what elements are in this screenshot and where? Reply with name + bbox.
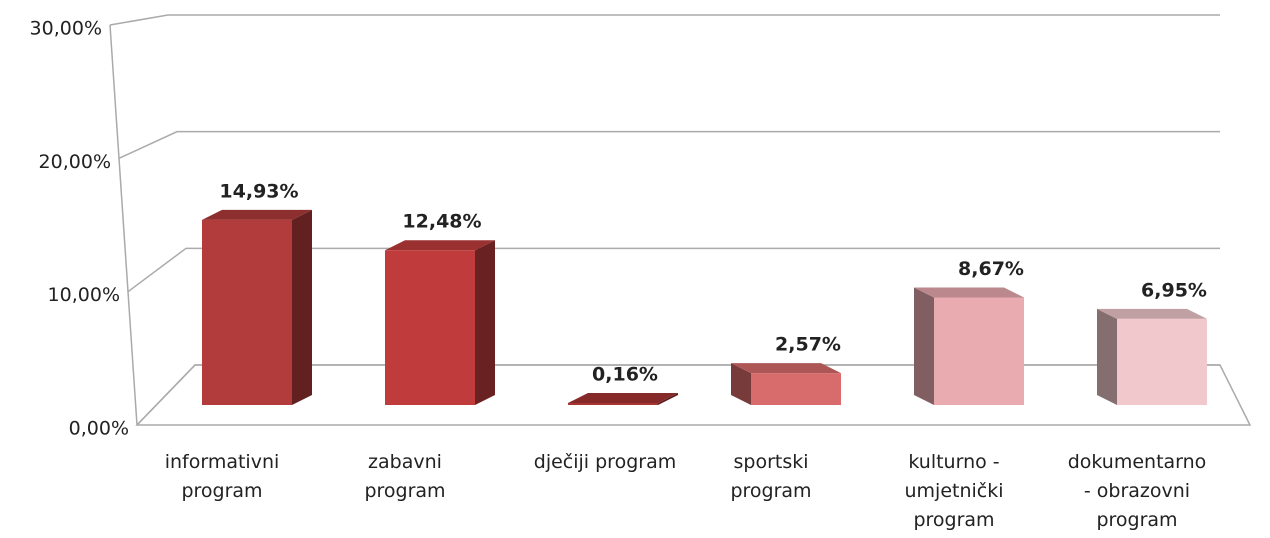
x-tick-label: dokumentarno - obrazovni program (1067, 451, 1207, 531)
bar-side (731, 363, 751, 405)
bar-side (914, 287, 934, 405)
value-label: 0,16% (592, 364, 658, 386)
bar (751, 373, 841, 405)
value-label: 2,57% (775, 334, 841, 356)
x-tick-label: dječiji program (533, 451, 677, 473)
x-tick-label: sportski program (730, 451, 812, 502)
bar (202, 219, 292, 405)
bar-side (292, 209, 312, 405)
bar (568, 403, 658, 405)
bar-top (568, 393, 678, 404)
bar-side (1097, 308, 1117, 405)
y-tick-label: 30,00% (30, 18, 102, 40)
bar (934, 297, 1024, 405)
y-tick-label: 20,00% (39, 151, 111, 173)
grid-line (127, 247, 1220, 293)
bar (385, 250, 475, 405)
value-label: 12,48% (402, 211, 481, 233)
bar-top (1097, 308, 1207, 319)
bar (1117, 318, 1207, 405)
x-tick-label: informativni program (164, 451, 280, 502)
x-tick-label: kulturno - umjetnički program (904, 451, 1004, 531)
bar-top (914, 287, 1024, 298)
grid-line (118, 130, 1220, 160)
value-label: 14,93% (219, 180, 298, 202)
bar-side (658, 393, 678, 405)
bar-top (731, 363, 841, 374)
grid-line (109, 14, 1220, 26)
axis (109, 24, 138, 426)
y-tick-label: 0,00% (69, 418, 129, 440)
grid-line (136, 364, 1220, 426)
bar-side (475, 240, 495, 405)
value-label: 6,95% (1141, 279, 1207, 301)
bar-top (385, 240, 495, 251)
value-label: 8,67% (958, 258, 1024, 280)
bar-top (202, 209, 312, 220)
x-tick-label: zabavni program (364, 451, 446, 502)
y-tick-label: 10,00% (48, 284, 120, 306)
